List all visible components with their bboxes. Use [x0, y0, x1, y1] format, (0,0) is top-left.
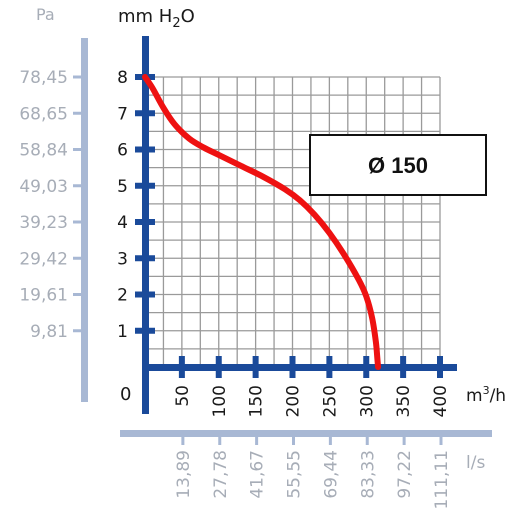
pa-axis-bar: [81, 38, 88, 402]
y-tick-mark: [135, 74, 142, 80]
ls-tick-mark: [292, 437, 295, 445]
ls-tick-label: 111,11: [432, 450, 452, 509]
y-tick-mark: [135, 219, 142, 225]
main-axis-ticks: 1 2 3 4 5 6 7 8 50 100 150 200 250 300 350 400: [117, 68, 451, 417]
pa-tick-label: 78,45: [19, 68, 68, 88]
pa-axis-ticks: 9,81 19,61 29,42 39,23 49,03 58,84 68,65 78,45: [19, 68, 81, 342]
pa-tick-label: 29,42: [19, 249, 68, 269]
x-tick-mark: [400, 371, 407, 378]
x-tick-label: 50: [173, 385, 193, 407]
x-axis-label: m3/h: [466, 384, 506, 406]
pa-tick-mark: [73, 148, 81, 151]
x-tick-mark: [437, 356, 443, 364]
x-tick-mark: [252, 371, 259, 378]
x-tick-mark: [215, 356, 222, 364]
y-tick-mark: [149, 182, 155, 189]
y-tick-mark: [135, 327, 142, 334]
pa-tick-label: 9,81: [30, 322, 68, 342]
y-tick-mark: [135, 146, 142, 153]
x-tick-mark: [215, 371, 222, 378]
x-tick-label: 400: [431, 385, 451, 417]
y-tick-mark: [135, 291, 142, 298]
y-tick-label: 5: [117, 177, 128, 197]
y-tick-mark: [135, 110, 142, 117]
y-tick-mark: [149, 291, 155, 298]
pa-tick-mark: [73, 329, 81, 333]
y-tick-label: 1: [117, 322, 128, 342]
pa-tick-label: 68,65: [19, 104, 68, 124]
y-tick-mark: [149, 146, 155, 153]
ls-tick-label: 13,89: [174, 450, 194, 499]
x-tick-mark: [326, 371, 333, 378]
legend-box: [309, 134, 487, 196]
grid: [145, 76, 441, 367]
x-tick-label: 100: [210, 385, 230, 417]
x-tick-mark: [437, 371, 443, 378]
x-tick-label: 150: [247, 385, 267, 417]
x-tick-mark: [363, 371, 370, 378]
pa-tick-mark: [73, 293, 81, 296]
y-tick-label: 7: [117, 104, 128, 124]
ls-tick-mark: [439, 437, 443, 445]
ls-tick-mark: [218, 437, 222, 445]
x-tick-mark: [326, 356, 333, 364]
ls-tick-label: 27,78: [211, 450, 231, 499]
x-axis-line: [142, 364, 457, 371]
ls-tick-mark: [402, 437, 406, 445]
x-tick-mark: [400, 356, 407, 364]
ls-tick-mark: [365, 437, 369, 445]
pa-tick-mark: [73, 256, 81, 260]
y-tick-label: 6: [117, 141, 128, 161]
ls-tick-label: 55,55: [285, 450, 305, 499]
ls-axis-label: l/s: [466, 453, 485, 473]
y-tick-mark: [149, 110, 155, 117]
pa-tick-mark: [73, 220, 81, 224]
pa-tick-mark: [73, 111, 81, 115]
y-tick-mark: [149, 327, 155, 334]
x-tick-label: 250: [320, 385, 340, 417]
x-tick-mark: [178, 371, 185, 378]
y-tick-mark: [149, 255, 155, 262]
y-tick-label: 3: [117, 249, 128, 269]
y-axis-label: mm H2O: [118, 6, 195, 31]
pa-tick-mark: [73, 75, 81, 79]
ls-tick-mark: [181, 437, 185, 445]
y-tick-label: 4: [117, 213, 128, 233]
y-tick-label: 8: [117, 68, 128, 88]
x-tick-label: 300: [357, 385, 377, 417]
y-tick-mark: [135, 255, 142, 262]
legend-label: Ø 150: [368, 153, 428, 178]
ls-axis-bar: [120, 430, 492, 437]
y-tick-mark: [149, 74, 155, 80]
ls-tick-label: 41,67: [248, 450, 268, 499]
x-tick-mark: [363, 356, 370, 364]
pa-tick-label: 39,23: [19, 213, 68, 233]
performance-curve: [142, 74, 382, 370]
y-tick-mark: [135, 182, 142, 189]
x-tick-label: 200: [284, 385, 304, 417]
x-tick-mark: [252, 356, 259, 364]
pa-tick-mark: [73, 184, 81, 188]
origin-label: 0: [120, 384, 131, 405]
ls-axis-ticks: 13,89 27,78 41,67 55,55 69,44 83,33 97,22 111,1…: [174, 437, 452, 509]
pa-tick-label: 19,61: [19, 286, 68, 306]
x-tick-mark: [289, 371, 296, 378]
pa-axis-label: Pa: [36, 5, 55, 24]
ls-tick-mark: [328, 437, 332, 445]
pa-tick-label: 49,03: [19, 177, 68, 197]
y-tick-mark: [149, 219, 155, 225]
ls-tick-mark: [255, 437, 259, 445]
y-tick-label: 2: [117, 286, 128, 306]
ls-tick-label: 69,44: [321, 450, 341, 499]
x-tick-mark: [178, 356, 185, 364]
ls-tick-label: 97,22: [395, 450, 415, 499]
pa-tick-label: 58,84: [19, 141, 68, 161]
x-tick-label: 350: [394, 385, 414, 417]
y-axis-line: [142, 36, 149, 414]
ls-tick-label: 83,33: [358, 450, 378, 499]
x-tick-mark: [289, 356, 296, 364]
